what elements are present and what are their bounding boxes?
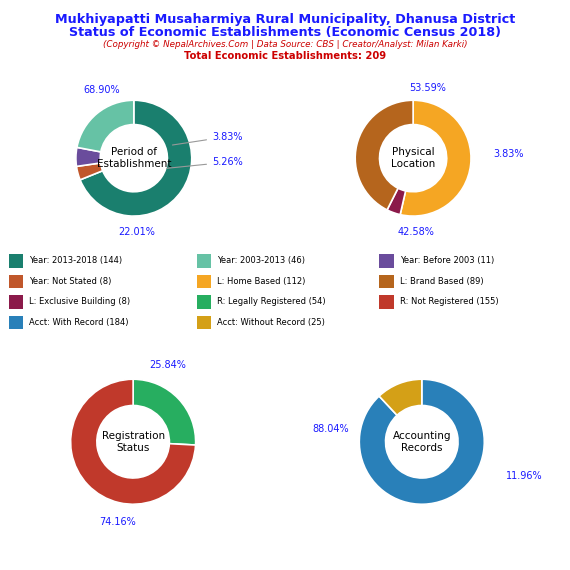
Wedge shape	[359, 379, 484, 504]
Text: Year: Not Stated (8): Year: Not Stated (8)	[29, 276, 112, 286]
Text: Year: 2003-2013 (46): Year: 2003-2013 (46)	[217, 256, 305, 265]
Wedge shape	[71, 379, 196, 504]
Text: R: Not Registered (155): R: Not Registered (155)	[400, 297, 498, 306]
Text: 22.01%: 22.01%	[118, 227, 155, 237]
Text: L: Home Based (112): L: Home Based (112)	[217, 276, 306, 286]
Text: L: Exclusive Building (8): L: Exclusive Building (8)	[29, 297, 130, 306]
Text: 42.58%: 42.58%	[397, 227, 434, 237]
Text: 3.83%: 3.83%	[173, 132, 242, 145]
Wedge shape	[76, 148, 101, 166]
Text: 25.84%: 25.84%	[149, 360, 186, 370]
Text: Total Economic Establishments: 209: Total Economic Establishments: 209	[184, 51, 386, 62]
Text: Year: 2013-2018 (144): Year: 2013-2018 (144)	[29, 256, 122, 265]
Text: Year: Before 2003 (11): Year: Before 2003 (11)	[400, 256, 494, 265]
Text: 68.90%: 68.90%	[84, 85, 120, 95]
Text: Acct: Without Record (25): Acct: Without Record (25)	[217, 317, 325, 327]
Wedge shape	[133, 379, 196, 445]
Text: Physical
Location: Physical Location	[391, 148, 435, 169]
Text: 88.04%: 88.04%	[313, 424, 349, 434]
Wedge shape	[355, 100, 413, 210]
Text: 74.16%: 74.16%	[99, 517, 136, 527]
Text: Acct: With Record (184): Acct: With Record (184)	[29, 317, 129, 327]
Text: Status of Economic Establishments (Economic Census 2018): Status of Economic Establishments (Econo…	[69, 26, 501, 39]
Wedge shape	[77, 100, 134, 152]
Text: 3.83%: 3.83%	[493, 149, 523, 158]
Text: Accounting
Records: Accounting Records	[393, 431, 451, 453]
Text: R: Legally Registered (54): R: Legally Registered (54)	[217, 297, 326, 306]
Text: Registration
Status: Registration Status	[101, 431, 165, 453]
Wedge shape	[379, 379, 422, 416]
Text: 53.59%: 53.59%	[409, 83, 446, 92]
Wedge shape	[400, 100, 471, 216]
Wedge shape	[80, 100, 192, 216]
Wedge shape	[76, 163, 103, 180]
Text: Period of
Establishment: Period of Establishment	[96, 148, 171, 169]
Text: 5.26%: 5.26%	[166, 157, 243, 168]
Wedge shape	[387, 188, 406, 215]
Text: 11.96%: 11.96%	[506, 471, 543, 481]
Text: Mukhiyapatti Musaharmiya Rural Municipality, Dhanusa District: Mukhiyapatti Musaharmiya Rural Municipal…	[55, 13, 515, 26]
Text: L: Brand Based (89): L: Brand Based (89)	[400, 276, 483, 286]
Text: (Copyright © NepalArchives.Com | Data Source: CBS | Creator/Analyst: Milan Karki: (Copyright © NepalArchives.Com | Data So…	[103, 40, 467, 49]
